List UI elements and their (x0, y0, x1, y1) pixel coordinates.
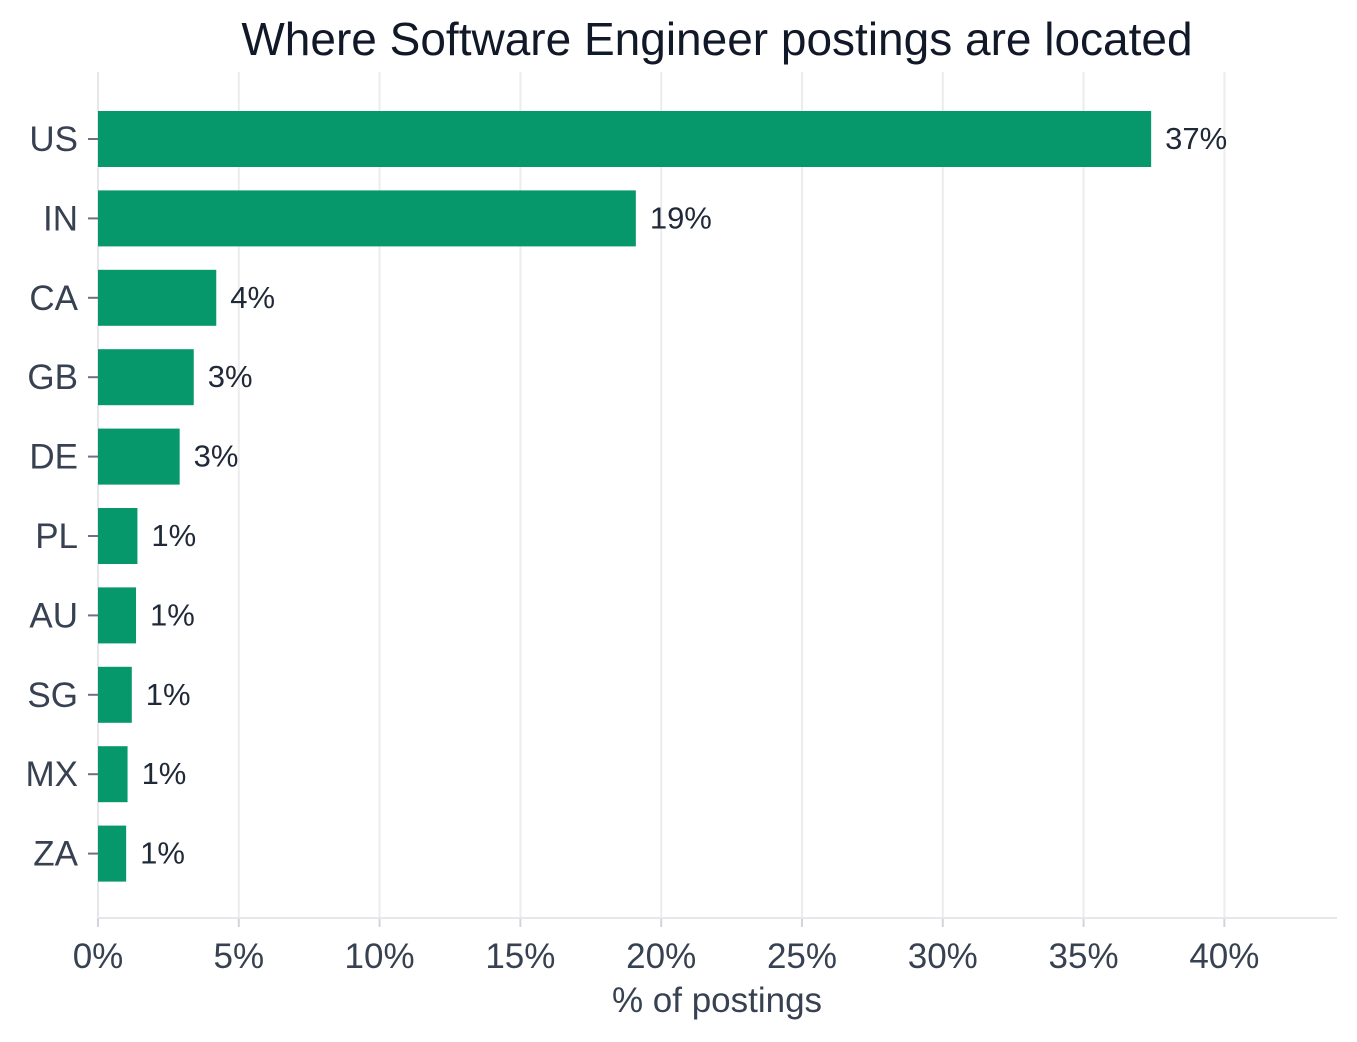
x-tick-label: 20% (626, 937, 696, 976)
category-label: MX (26, 755, 79, 794)
category-label: GB (27, 358, 78, 397)
bar (98, 428, 180, 485)
category-label: PL (35, 517, 78, 556)
category-label: US (29, 120, 78, 159)
bar (98, 746, 128, 803)
x-axis-title: % of postings (612, 981, 822, 1020)
value-label: 1% (151, 518, 196, 553)
x-tick-label: 30% (908, 937, 978, 976)
chart-title: Where Software Engineer postings are loc… (241, 13, 1192, 65)
bars-layer (98, 111, 1152, 882)
x-tick-label: 0% (73, 937, 124, 976)
value-label: 1% (140, 836, 185, 871)
bar (98, 666, 132, 723)
value-label: 37% (1165, 121, 1227, 156)
value-label: 19% (650, 200, 712, 235)
x-tick-label: 25% (767, 937, 837, 976)
x-tick-label: 10% (345, 937, 415, 976)
bar (98, 587, 137, 644)
x-tick-label: 5% (213, 937, 264, 976)
x-tick-label: 15% (485, 937, 555, 976)
category-label: ZA (33, 835, 78, 874)
value-label: 3% (208, 359, 253, 394)
category-label: SG (27, 676, 78, 715)
labels-layer: 0% 5% 10% 15% 20% 25% 30% 35% 40% US 37% IN 19% CA 4% G… (26, 120, 1260, 976)
category-label: IN (43, 199, 78, 238)
value-label: 1% (146, 677, 191, 712)
bar (98, 508, 138, 564)
category-label: CA (29, 279, 78, 318)
value-label: 3% (194, 439, 239, 474)
x-tick-label: 40% (1189, 937, 1259, 976)
bar (98, 111, 1152, 167)
value-label: 1% (142, 756, 187, 791)
value-label: 1% (150, 597, 195, 632)
category-label: DE (29, 438, 78, 477)
bar (98, 269, 217, 326)
x-tick-label: 35% (1049, 937, 1119, 976)
bar (98, 190, 636, 247)
category-label: AU (29, 596, 78, 635)
bar (98, 349, 194, 406)
bar (98, 825, 127, 882)
value-label: 4% (230, 280, 275, 315)
